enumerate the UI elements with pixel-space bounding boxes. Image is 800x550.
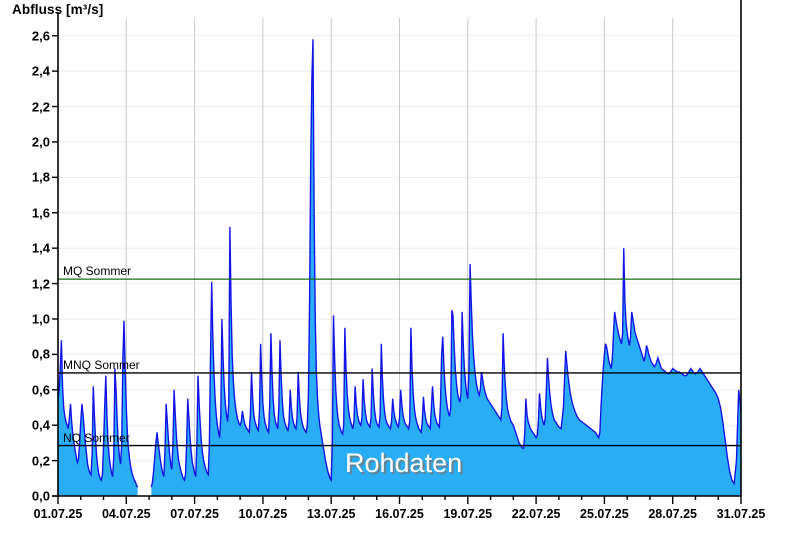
x-axis-tick-label: 28.07.25 bbox=[648, 507, 698, 521]
data-series-rohdaten bbox=[57, 39, 742, 497]
series-outline bbox=[57, 320, 139, 488]
x-axis-tick-label: 19.07.25 bbox=[443, 507, 493, 521]
x-axis-tick-label: 13.07.25 bbox=[306, 507, 356, 521]
y-axis-tick-label: 2,2 bbox=[31, 99, 50, 115]
y-axis-tick-label: 0,0 bbox=[31, 488, 50, 504]
x-axis-tick-label: 04.07.25 bbox=[101, 507, 151, 521]
x-axis-tick-label: 25.07.25 bbox=[580, 507, 629, 521]
x-axis-tick-label: 01.07.25 bbox=[33, 507, 83, 521]
x-axis-ticks bbox=[57, 496, 742, 504]
reference-lines bbox=[58, 278, 741, 447]
series-area-fill bbox=[151, 39, 742, 497]
y-axis-tick-label: 1,2 bbox=[31, 276, 50, 292]
y-axis-tick-label: 0,4 bbox=[31, 417, 50, 433]
y-axis-tick-label: 2,6 bbox=[31, 28, 50, 44]
series-area-fill bbox=[58, 320, 138, 496]
reference-line-label: NQ Sommer bbox=[63, 430, 130, 445]
x-axis-tick-label: 10.07.25 bbox=[238, 507, 288, 521]
x-axis-tick-label: 16.07.25 bbox=[375, 507, 424, 521]
reference-line-label: MQ Sommer bbox=[63, 264, 132, 279]
reference-line-label: MNQ Sommer bbox=[63, 357, 140, 372]
y-axis-tick-label: 1,0 bbox=[31, 311, 50, 327]
y-axis-tick-label: 1,4 bbox=[31, 240, 50, 256]
y-axis-tick-label: 0,8 bbox=[31, 346, 50, 362]
y-axis-tick-label: 1,8 bbox=[31, 169, 50, 185]
y-axis-ticks bbox=[52, 35, 58, 497]
y-axis-tick-label: 2,4 bbox=[31, 63, 50, 79]
axes bbox=[52, 0, 742, 497]
y-axis-tick-label: 1,6 bbox=[31, 205, 50, 221]
y-axis-tick-label: 0,6 bbox=[31, 382, 50, 398]
chart-axis-title: Abfluss [m³/s] bbox=[12, 2, 104, 17]
series-outline bbox=[150, 39, 742, 488]
y-axis-tick-label: 2,0 bbox=[31, 134, 50, 150]
y-axis-tick-label: 0,2 bbox=[31, 453, 50, 469]
x-axis-tick-label: 07.07.25 bbox=[170, 507, 219, 521]
x-axis-tick-label: 22.07.25 bbox=[511, 507, 561, 521]
x-axis-tick-label: 31.07.25 bbox=[716, 507, 766, 521]
